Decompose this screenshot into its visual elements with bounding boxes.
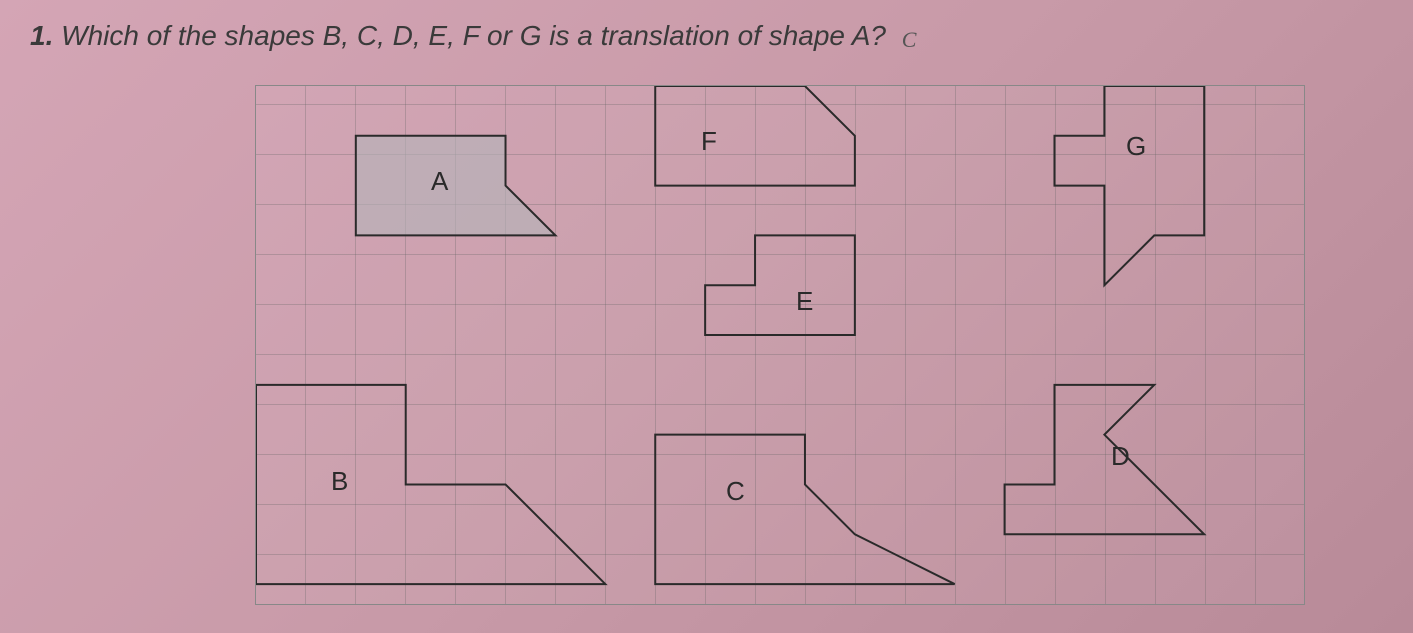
label-e: E xyxy=(796,286,813,317)
label-b: B xyxy=(331,466,348,497)
shape-c xyxy=(655,435,954,584)
question-body: Which of the shapes B, C, D, E, F or G i… xyxy=(61,20,886,51)
shape-f xyxy=(655,86,855,186)
shape-b xyxy=(256,385,605,584)
grid-area: A F G E B C D xyxy=(255,85,1305,605)
question-text: 1. Which of the shapes B, C, D, E, F or … xyxy=(30,20,908,52)
label-g: G xyxy=(1126,131,1146,162)
shape-d xyxy=(1005,385,1205,534)
label-c: C xyxy=(726,476,745,507)
label-a: A xyxy=(431,166,448,197)
handwritten-answer: C xyxy=(902,27,917,52)
question-number: 1. xyxy=(30,20,53,51)
shape-a xyxy=(356,136,556,236)
label-d: D xyxy=(1111,441,1130,472)
shapes-svg xyxy=(256,86,1304,604)
label-f: F xyxy=(701,126,717,157)
shape-g xyxy=(1054,86,1204,285)
shape-e xyxy=(705,235,855,335)
